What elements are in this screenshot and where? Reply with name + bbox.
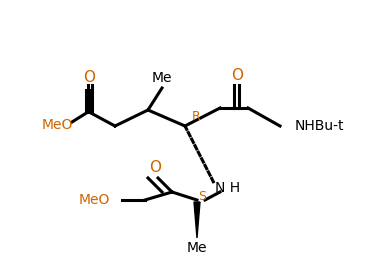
- Text: O: O: [231, 68, 243, 83]
- Text: O: O: [149, 160, 161, 175]
- Polygon shape: [194, 202, 200, 238]
- Text: Me: Me: [152, 71, 172, 85]
- Text: N H: N H: [216, 181, 240, 195]
- Text: NHBu-t: NHBu-t: [295, 119, 345, 133]
- Text: O: O: [83, 70, 95, 85]
- Text: S: S: [198, 190, 206, 204]
- Text: MeO: MeO: [42, 118, 73, 132]
- Text: MeO: MeO: [79, 193, 110, 207]
- Text: R: R: [192, 109, 200, 123]
- Text: Me: Me: [187, 241, 207, 255]
